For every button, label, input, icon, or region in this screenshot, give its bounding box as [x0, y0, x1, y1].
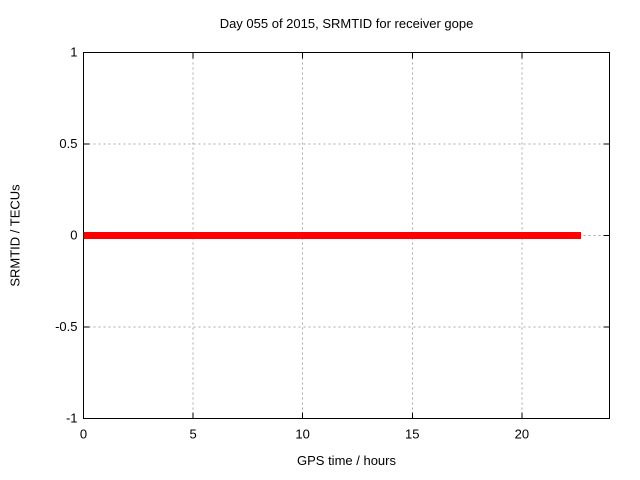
x-tick-label: 5 — [189, 427, 196, 442]
x-tick-label: 10 — [295, 427, 309, 442]
x-axis-label: GPS time / hours — [297, 453, 396, 468]
y-tick-label: 1 — [70, 45, 77, 60]
y-tick-label: -1 — [66, 411, 78, 426]
y-tick-label: -0.5 — [55, 319, 77, 334]
x-tick-label: 0 — [80, 427, 87, 442]
y-tick-label: 0 — [70, 228, 77, 243]
y-tick-label: 0.5 — [59, 136, 77, 151]
x-tick-label: 15 — [405, 427, 419, 442]
chart-title: Day 055 of 2015, SRMTID for receiver gop… — [219, 16, 474, 31]
x-tick-label: 20 — [515, 427, 529, 442]
